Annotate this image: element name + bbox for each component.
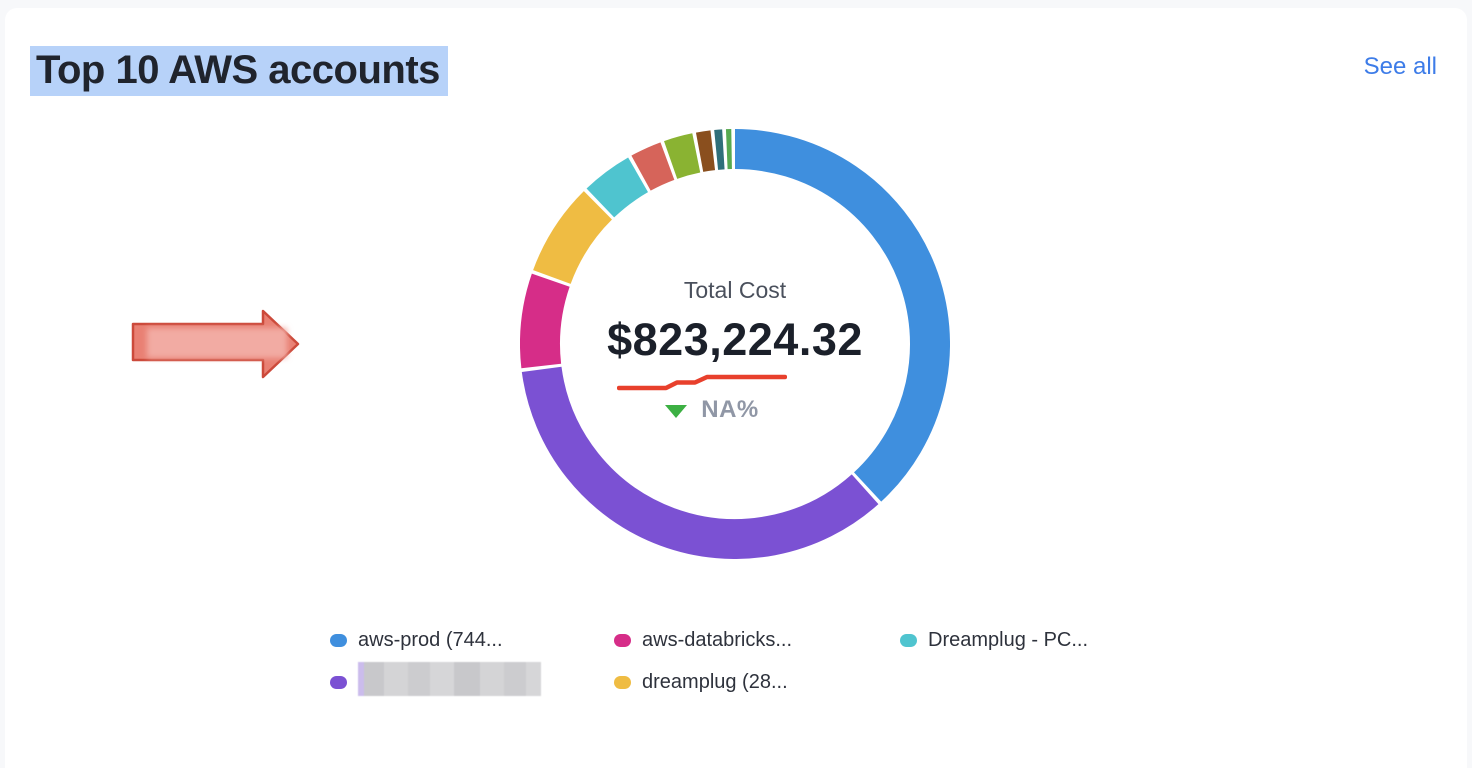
trend-down-icon bbox=[665, 405, 687, 418]
total-cost-value: $823,224.32 bbox=[515, 314, 955, 366]
red-arrow-annotation bbox=[131, 309, 301, 379]
page-title: Top 10 AWS accounts bbox=[30, 46, 448, 96]
chart-card: Top 10 AWS accounts See all Total Cost $… bbox=[5, 8, 1467, 768]
legend-item-aws-prod (744...[interactable]: aws-prod (744... bbox=[330, 628, 503, 652]
legend-swatch-icon bbox=[330, 634, 347, 647]
legend-swatch-icon bbox=[614, 634, 631, 647]
delta-value: NA% bbox=[701, 396, 759, 424]
donut-segment-unlabeled-5[interactable] bbox=[641, 161, 667, 173]
legend-label: Dreamplug - PC... bbox=[928, 628, 1088, 652]
arrow-redacted-text bbox=[147, 328, 287, 358]
legend-swatch-icon bbox=[330, 676, 347, 689]
legend-item-redacted[interactable] bbox=[330, 670, 541, 694]
total-cost-label: Total Cost bbox=[585, 277, 885, 304]
legend-item-dreamplug (28...[interactable]: dreamplug (28... bbox=[614, 670, 788, 694]
legend-label: dreamplug (28... bbox=[642, 670, 788, 694]
legend-swatch-icon bbox=[900, 634, 917, 647]
legend-label: aws-databricks... bbox=[642, 628, 792, 652]
legend-redacted-label bbox=[358, 662, 541, 696]
donut-segment-dreamplug (28...[interactable] bbox=[552, 205, 598, 277]
donut-segment-unlabeled-6[interactable] bbox=[671, 153, 697, 160]
legend-swatch-icon bbox=[614, 676, 631, 689]
legend-item-Dreamplug - PC...[interactable]: Dreamplug - PC... bbox=[900, 628, 1088, 652]
trend-sparkline bbox=[617, 374, 787, 392]
sparkline-path bbox=[619, 377, 785, 388]
legend-item-aws-databricks...[interactable]: aws-databricks... bbox=[614, 628, 792, 652]
donut-segment-unlabeled-8[interactable] bbox=[716, 149, 723, 150]
donut-segment-Dreamplug - PC...[interactable] bbox=[600, 175, 638, 203]
see-all-link[interactable]: See all bbox=[1364, 53, 1437, 81]
delta-row: NA% bbox=[582, 396, 842, 424]
donut-segment-unlabeled-7[interactable] bbox=[700, 150, 713, 152]
donut-segment-unlabeled-1[interactable] bbox=[542, 369, 865, 539]
legend-label: aws-prod (744... bbox=[358, 628, 503, 652]
